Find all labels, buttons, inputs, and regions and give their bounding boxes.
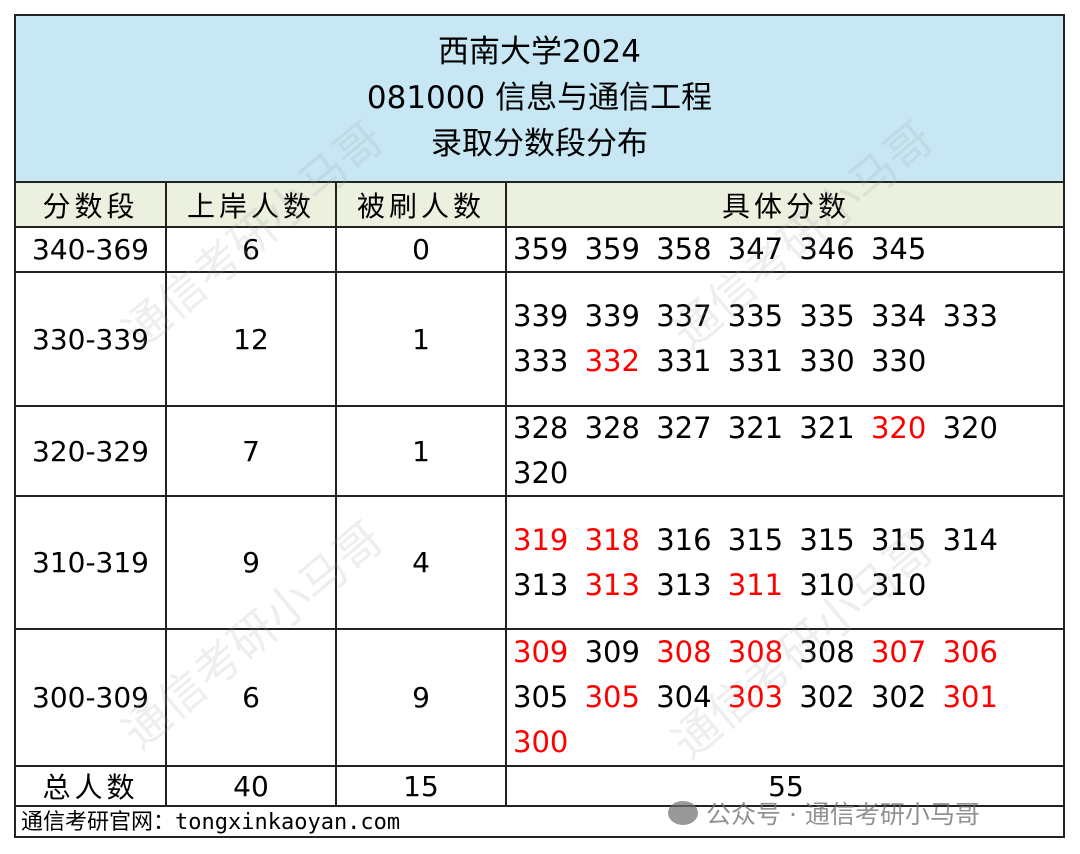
table-title: 西南大学2024 081000 信息与通信工程 录取分数段分布 [16,16,1063,183]
total-rejected: 15 [337,767,507,805]
rejected-score: 311 [727,567,784,602]
total-row: 总人数 40 15 55 [16,767,1063,807]
admitted-score: 339 [584,299,640,333]
admitted-score: 345 [870,232,927,266]
rejected-score: 313 [584,567,640,602]
admitted-score: 334 [870,299,927,333]
rejected-score: 332 [584,344,640,378]
admitted-score: 314 [942,522,998,557]
score-list: 339 339 337 335 335 334 333 333 332 331 331 330 330 [507,273,1065,405]
admitted-score: 328 [584,411,640,445]
admitted-score: 316 [656,522,712,557]
rejected-count: 9 [337,630,507,765]
admitted-score: 339 [513,299,569,333]
wechat-icon [668,801,698,825]
admitted-count: 7 [167,407,337,495]
admitted-score: 320 [942,411,998,445]
rejected-count: 4 [337,497,507,628]
admitted-score: 333 [513,344,569,378]
header-rejected: 被刷人数 [337,183,507,226]
admitted-score: 320 [513,456,569,490]
admitted-score: 346 [799,232,855,266]
rejected-score: 303 [727,680,784,714]
score-table: 西南大学2024 081000 信息与通信工程 录取分数段分布 分数段 上岸人数… [14,14,1065,838]
admitted-score: 302 [870,680,927,714]
rejected-score: 306 [942,635,998,669]
rejected-score: 307 [870,635,927,669]
wechat-watermark: 公众号 · 通信考研小马哥 [668,795,980,831]
admitted-score: 337 [656,299,712,333]
admitted-score: 304 [656,680,712,714]
admitted-score: 335 [799,299,855,333]
score-range: 320-329 [16,407,167,495]
admitted-score: 331 [727,344,784,378]
admitted-score: 315 [870,522,927,557]
rejected-score: 308 [727,635,784,669]
score-range: 330-339 [16,273,167,405]
admitted-score: 309 [584,635,640,669]
rejected-score: 305 [584,680,640,714]
admitted-score: 347 [727,232,784,266]
admitted-score: 331 [656,344,712,378]
total-admitted: 40 [167,767,337,805]
score-range: 300-309 [16,630,167,765]
rejected-score: 300 [513,725,569,759]
admitted-score: 321 [799,411,855,445]
admitted-score: 330 [799,344,855,378]
admitted-score: 305 [513,680,569,714]
score-range: 340-369 [16,228,167,271]
title-major: 081000 信息与通信工程 [366,80,713,116]
rejected-score: 318 [584,522,640,557]
admitted-score: 313 [513,567,569,602]
score-range: 310-319 [16,497,167,628]
total-all: 55 [768,769,804,803]
admitted-score: 358 [656,232,712,266]
admitted-score: 313 [656,567,712,602]
table-row: 340-369 6 0 359 359 358 347 346 345 [16,228,1063,273]
header-range: 分数段 [16,183,167,226]
admitted-score: 333 [942,299,998,333]
rejected-count: 1 [337,407,507,495]
admitted-score: 321 [727,411,784,445]
admitted-count: 6 [167,228,337,271]
admitted-count: 9 [167,497,337,628]
rejected-count: 0 [337,228,507,271]
admitted-score: 302 [799,680,855,714]
table-row: 310-319 9 4 319 318 316 315 315 315 314 313 313 3… [16,497,1063,630]
admitted-score: 327 [656,411,712,445]
admitted-score: 330 [870,344,927,378]
admitted-score: 359 [584,232,640,266]
rejected-score: 308 [656,635,712,669]
admitted-score: 315 [727,522,784,557]
title-university: 西南大学2024 [438,34,641,70]
score-list: 359 359 358 347 346 345 [507,228,1065,271]
title-subtitle: 录取分数段分布 [431,126,648,162]
admitted-score: 335 [727,299,784,333]
rejected-count: 1 [337,273,507,405]
score-list: 319 318 316 315 315 315 314 313 313 313 311 310 310 [507,497,1065,628]
score-list: 309 309 308 308 308 307 306 305 305 304 303 302 302 3… [507,630,1065,765]
table-row: 320-329 7 1 328 328 327 321 321 320 320 320 [16,407,1063,497]
admitted-count: 6 [167,630,337,765]
header-row: 分数段 上岸人数 被刷人数 具体分数 [16,183,1063,228]
admitted-score: 315 [799,522,855,557]
total-label: 总人数 [16,767,167,805]
admitted-score: 359 [513,232,569,266]
admitted-score: 328 [513,411,569,445]
footer-website: 通信考研官网：tongxinkaoyan.com [21,810,401,835]
header-scores: 具体分数 [721,189,850,223]
rejected-score: 320 [870,411,927,445]
header-admitted: 上岸人数 [167,183,337,226]
admitted-score: 308 [799,635,855,669]
rejected-score: 301 [942,680,998,714]
admitted-score: 310 [870,567,927,602]
score-list: 328 328 327 321 321 320 320 320 [507,407,1065,495]
table-row: 300-309 6 9 309 309 308 308 308 307 306 305 305 3… [16,630,1063,767]
wechat-watermark-text: 公众号 · 通信考研小马哥 [706,800,980,829]
admitted-score: 310 [799,567,855,602]
rejected-score: 319 [513,522,569,557]
table-row: 330-339 12 1 339 339 337 335 335 334 333 333 332… [16,273,1063,407]
rejected-score: 309 [513,635,569,669]
admitted-count: 12 [167,273,337,405]
